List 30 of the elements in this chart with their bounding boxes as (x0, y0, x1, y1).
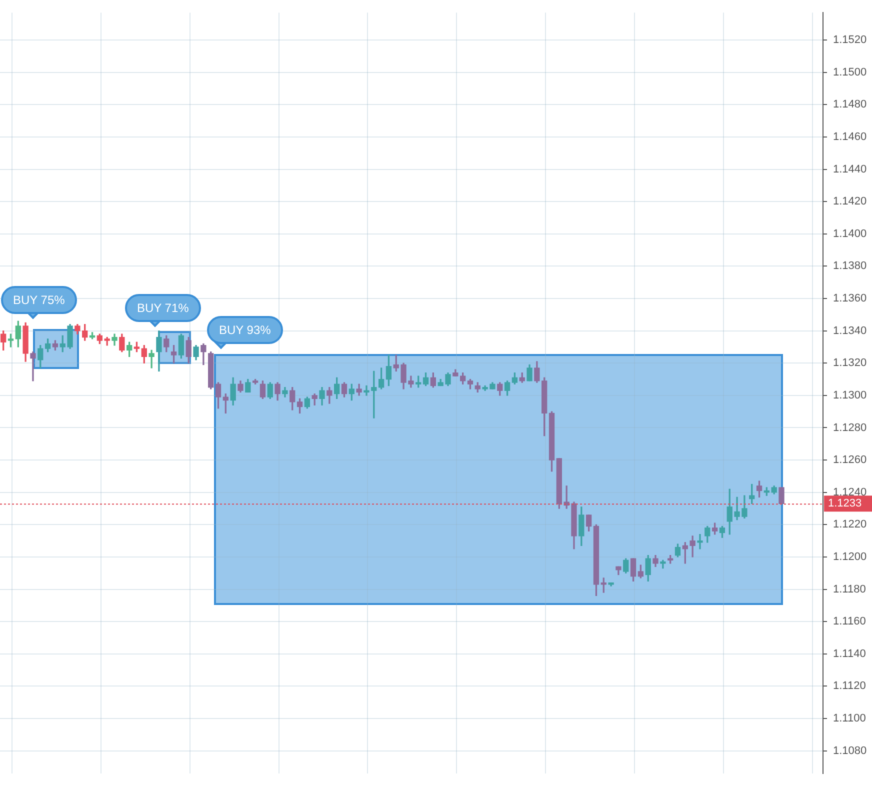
y-tick-label: 1.1480 (833, 98, 867, 111)
candlestick (148, 350, 154, 368)
y-tick-label: 1.1520 (833, 34, 867, 46)
y-tick-label: 1.1500 (833, 66, 867, 78)
candlestick (697, 534, 703, 550)
candlestick (30, 351, 36, 382)
y-tick-label: 1.1160 (833, 616, 866, 628)
y-tick-label: 1.1380 (833, 260, 867, 272)
y-tick-label: 1.1080 (833, 744, 867, 757)
annotation: BUY 75% (1, 286, 77, 314)
candlestick (660, 560, 666, 569)
y-tick-label: 1.1200 (833, 550, 867, 563)
y-tick-label: 1.1180 (833, 583, 866, 596)
ref-line-label: 1.1233 (828, 498, 862, 510)
y-tick-label: 1.1260 (833, 454, 867, 466)
y-tick-label: 1.1340 (833, 324, 867, 337)
y-tick-label: 1.1140 (833, 648, 866, 660)
y-tick-label: 1.1220 (833, 518, 867, 531)
annotation: BUY 93% (207, 316, 283, 344)
y-tick-label: 1.1120 (833, 680, 866, 692)
y-tick-label: 1.1300 (833, 389, 867, 402)
y-tick-label: 1.1400 (833, 228, 867, 240)
y-tick-label: 1.1420 (833, 196, 867, 208)
y-tick-label: 1.1460 (833, 131, 867, 144)
y-tick-label: 1.1100 (833, 712, 866, 725)
y-tick-label: 1.1280 (833, 422, 867, 434)
y-tick-label: 1.1440 (833, 163, 867, 176)
y-tick-label: 1.1240 (833, 486, 867, 498)
y-tick-label: 1.1320 (833, 357, 867, 370)
y-tick-label: 1.1360 (833, 292, 867, 305)
